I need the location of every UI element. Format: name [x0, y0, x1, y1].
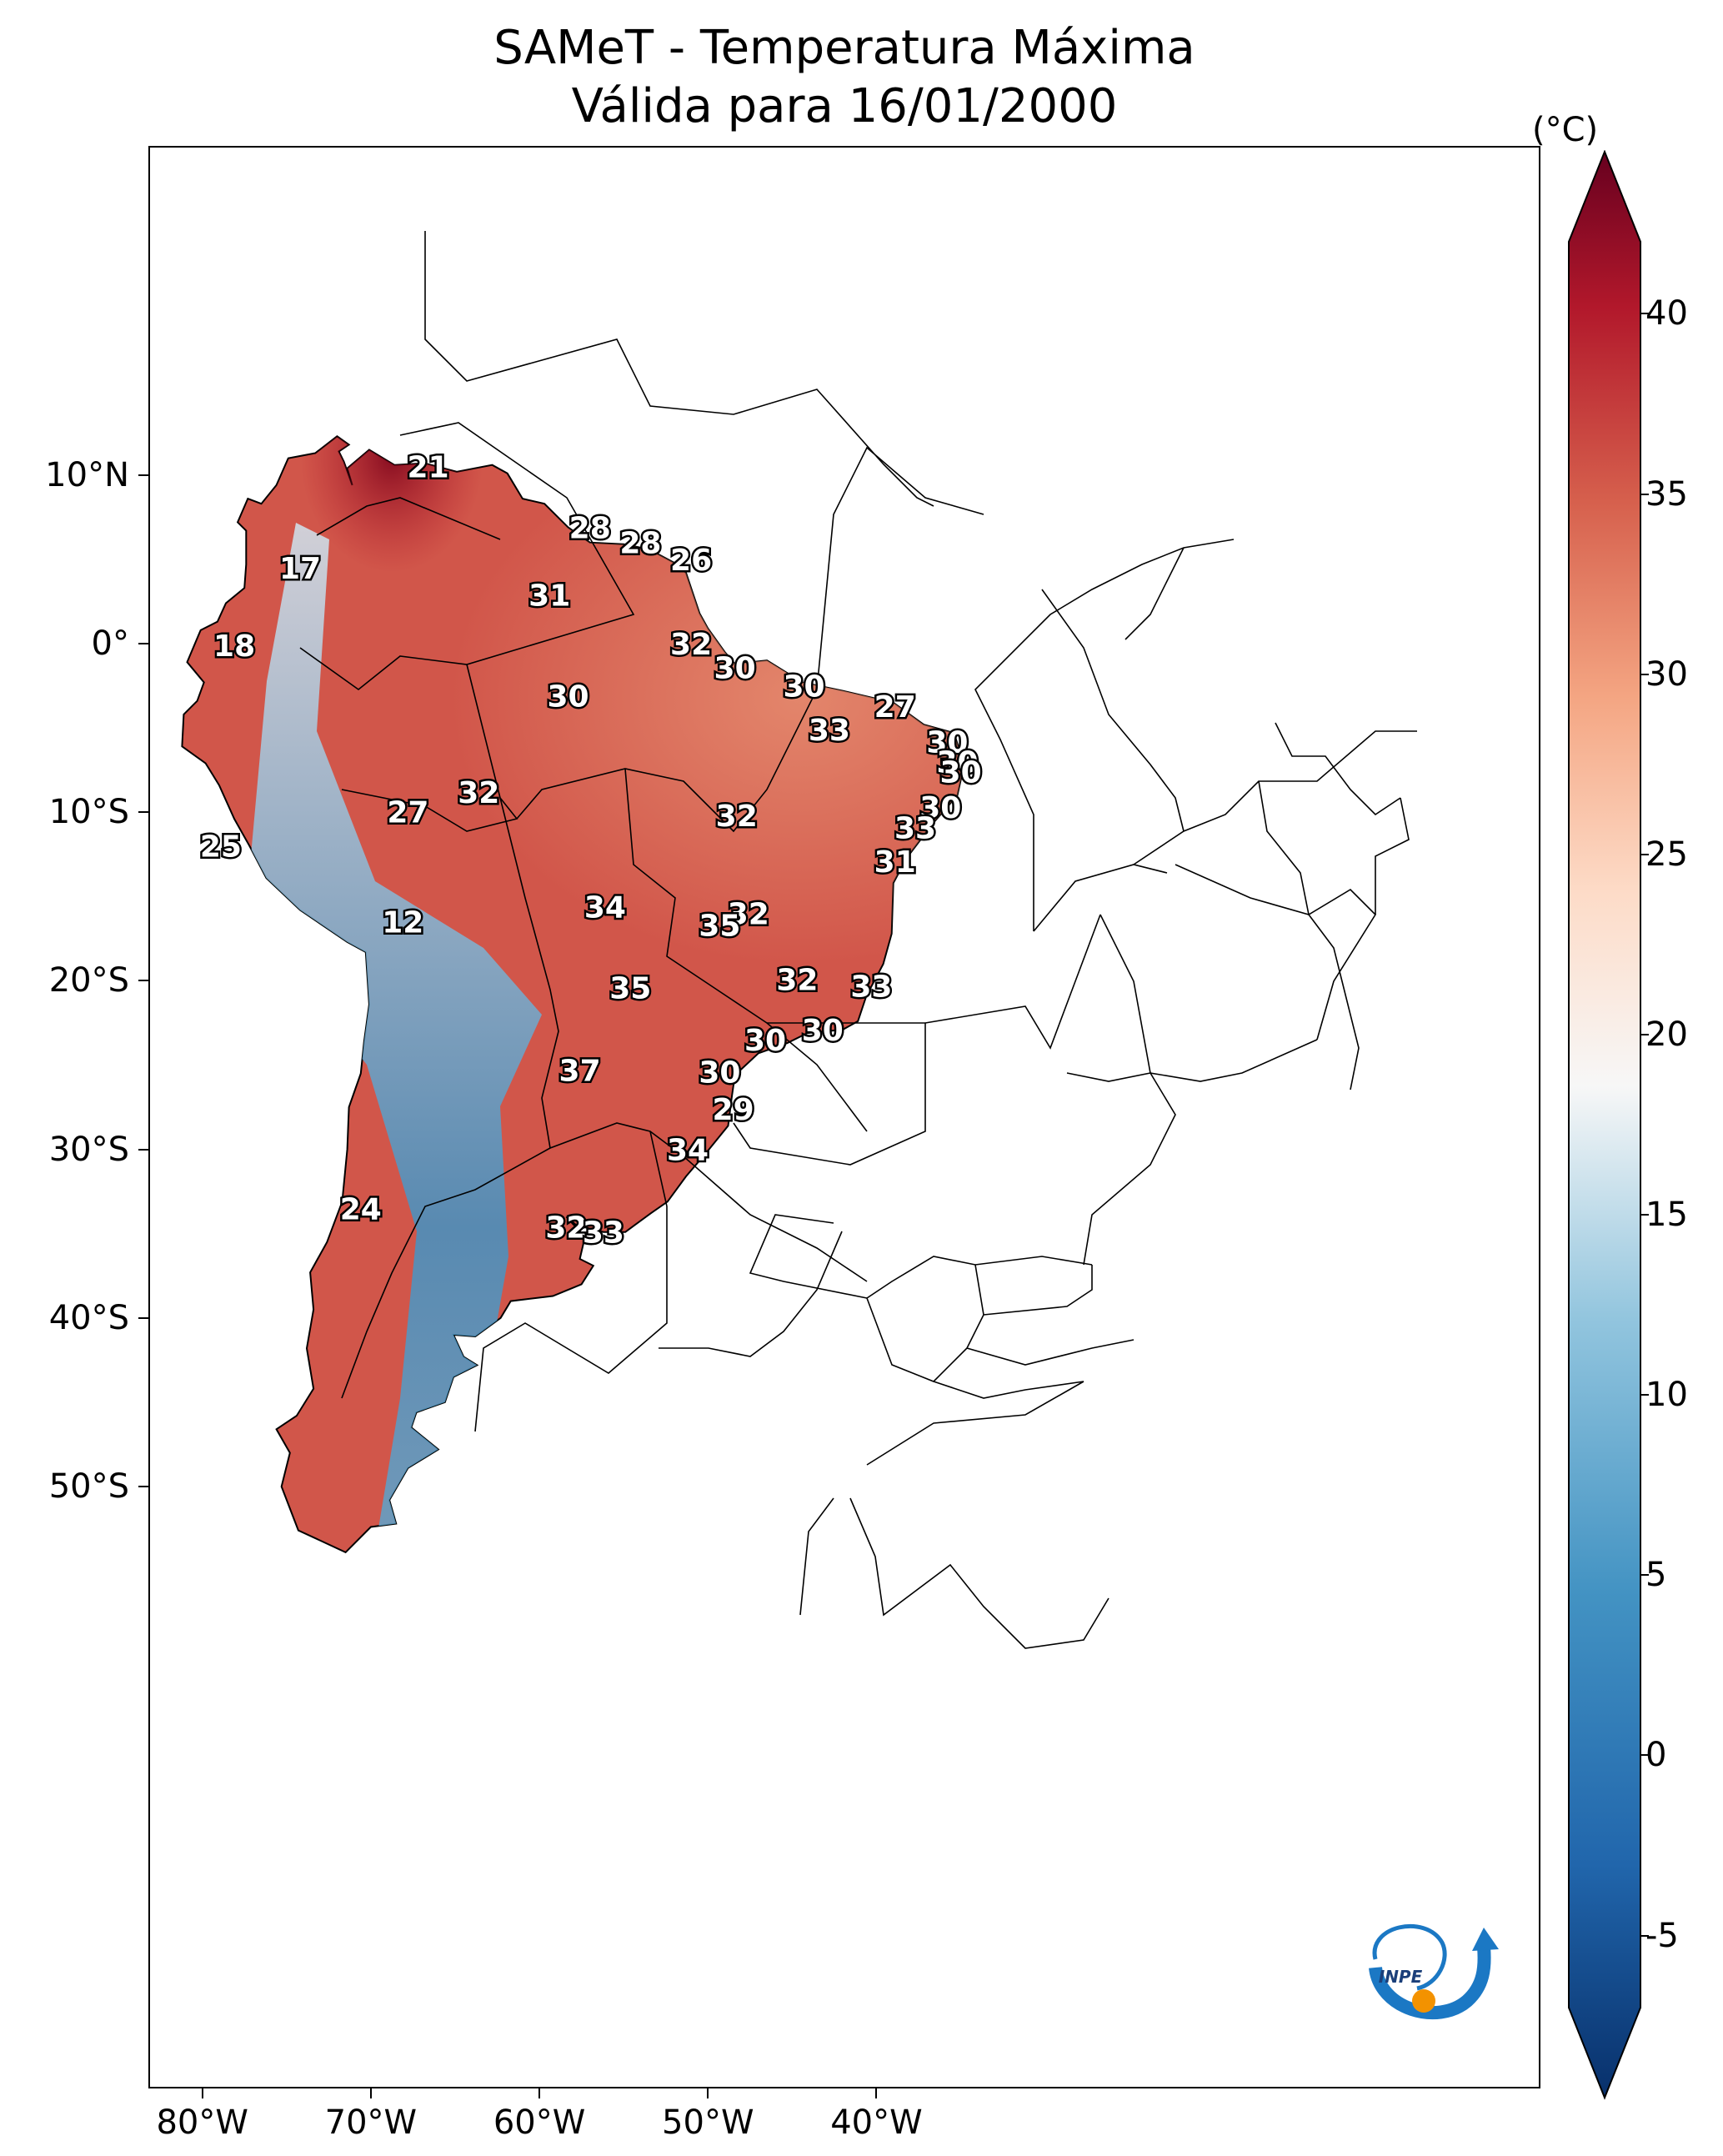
latitude-tick — [138, 474, 148, 476]
station-value-label: 30 — [940, 756, 982, 790]
andes-cold-band — [250, 523, 542, 1552]
station-value-label: 33 — [850, 970, 892, 1005]
station-value-label: 30 — [547, 680, 589, 714]
latitude-label: 50°S — [48, 1467, 129, 1506]
colorbar-tick — [1640, 1214, 1649, 1216]
longitude-label: 50°W — [662, 2103, 754, 2142]
longitude-label: 70°W — [324, 2103, 418, 2142]
latitude-tick — [138, 1486, 148, 1487]
logo-text: INPE — [1379, 1967, 1423, 1987]
latitude-label: 10°N — [45, 455, 129, 494]
longitude-label: 40°W — [830, 2103, 923, 2142]
station-value-label: 34 — [667, 1134, 709, 1168]
station-value-label: 29 — [713, 1093, 754, 1127]
map-title-line-1: SAMeT - Temperatura Máxima — [493, 21, 1195, 75]
political-boundaries — [299, 231, 1417, 1649]
station-value-label: 28 — [619, 527, 661, 561]
station-value-label: 21 — [408, 451, 449, 485]
longitude-label: 60°W — [493, 2103, 586, 2142]
station-value-label: 32 — [545, 1211, 587, 1246]
latitude-tick — [138, 1148, 148, 1151]
longitude-tick — [707, 2088, 709, 2098]
station-value-label: 31 — [874, 845, 916, 880]
colorbar-tick-label: -5 — [1645, 1916, 1679, 1955]
colorbar-tick — [1640, 673, 1649, 675]
colorbar-unit: (°C) — [1532, 111, 1599, 149]
station-value-label: 12 — [382, 906, 423, 940]
colorbar-tick-label: 40 — [1645, 294, 1688, 333]
colorbar-tick-label: 25 — [1645, 835, 1688, 874]
colorbar-tick-label: 15 — [1645, 1196, 1688, 1235]
colorbar-tick — [1640, 493, 1649, 495]
longitude-tick — [875, 2088, 878, 2098]
longitude-tick — [201, 2088, 203, 2098]
station-value-label: 30 — [699, 1056, 740, 1091]
station-value-label: 32 — [670, 628, 712, 662]
station-value-label: 30 — [936, 746, 978, 780]
station-value-label: 27 — [874, 690, 916, 725]
latitude-label: 0° — [91, 624, 129, 663]
latitude-label: 30°S — [48, 1130, 129, 1169]
station-value-label: 30 — [926, 725, 968, 760]
colorbar-tick-label: 10 — [1645, 1376, 1688, 1415]
colorbar-tick — [1640, 313, 1649, 315]
station-value-label: 27 — [387, 796, 428, 830]
colorbar-tick — [1640, 853, 1649, 855]
map-title-line-2: Válida para 16/01/2000 — [571, 79, 1118, 133]
map-panel: 21 17 18 28 28 26 31 32 30 30 27 30 33 30 30 30 30 33 32 27… — [148, 146, 1540, 2088]
station-value-label: 33 — [583, 1216, 624, 1251]
station-value-label: 33 — [894, 811, 936, 845]
inpe-logo: INPE — [1369, 1923, 1499, 2019]
latitude-tick — [138, 1316, 148, 1319]
station-value-label: 30 — [919, 791, 961, 825]
colorbar — [1568, 150, 1641, 2100]
latitude-label: 20°S — [48, 961, 129, 1000]
longitude-tick — [538, 2088, 541, 2098]
colorbar-tick — [1640, 1934, 1649, 1937]
station-value-label: 26 — [670, 544, 712, 578]
station-value-label: 37 — [559, 1055, 601, 1089]
colorbar-tick-label: 35 — [1645, 474, 1688, 514]
station-value-label: 35 — [699, 910, 740, 944]
station-value-label: 32 — [728, 898, 769, 932]
colorbar-tick — [1640, 1754, 1649, 1757]
colorbar-tick-label: 20 — [1645, 1015, 1688, 1054]
station-value-label: 30 — [744, 1024, 786, 1058]
latitude-tick — [138, 980, 148, 982]
colorbar-tick — [1640, 1033, 1649, 1035]
colorbar-tick-label: 0 — [1645, 1736, 1667, 1775]
station-value-label: 17 — [279, 552, 321, 586]
station-value-label: 31 — [528, 579, 570, 613]
station-value-label: 34 — [584, 890, 626, 925]
station-value-label: 25 — [200, 830, 242, 865]
station-value-label: 32 — [458, 776, 499, 810]
colorbar-body — [1568, 150, 1641, 2100]
colorbar-tick-label: 5 — [1645, 1556, 1667, 1595]
colorbar-tick — [1640, 1574, 1649, 1577]
longitude-tick — [369, 2088, 372, 2098]
station-value-label: 28 — [569, 512, 611, 546]
station-value-label: 32 — [716, 800, 758, 834]
colorbar-tick-label: 30 — [1645, 654, 1688, 694]
station-value-label: 32 — [776, 963, 818, 997]
latitude-tick — [138, 643, 148, 644]
station-value-label: 24 — [340, 1192, 382, 1226]
station-value-label: 30 — [714, 651, 756, 685]
station-value-label: 18 — [213, 629, 255, 664]
patagonia-cool-band — [300, 1732, 617, 2087]
longitude-label: 80°W — [156, 2103, 248, 2142]
latitude-tick — [138, 811, 148, 814]
station-value-label: 35 — [609, 972, 651, 1006]
latitude-label: 10°S — [48, 793, 129, 832]
station-value-label: 33 — [809, 714, 850, 748]
station-value-label: 30 — [802, 1014, 844, 1048]
station-value-label: 30 — [783, 670, 824, 704]
latitude-label: 40°S — [48, 1298, 129, 1337]
colorbar-tick — [1640, 1394, 1649, 1396]
